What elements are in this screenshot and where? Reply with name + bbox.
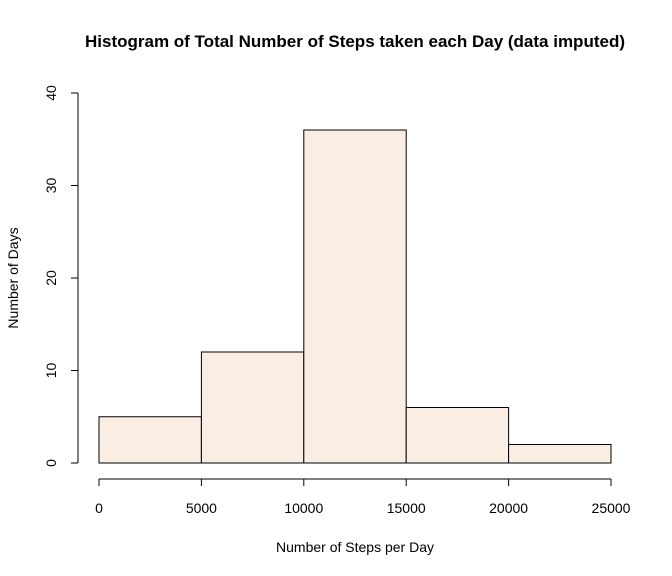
- y-tick-label: 20: [43, 270, 59, 286]
- x-tick-label: 10000: [284, 500, 323, 516]
- y-tick-label: 10: [43, 363, 59, 379]
- x-tick-label: 15000: [387, 500, 426, 516]
- x-tick-label: 0: [95, 500, 103, 516]
- y-tick-label: 30: [43, 178, 59, 194]
- x-axis-label: Number of Steps per Day: [276, 539, 434, 555]
- histogram-bar-1: [98, 416, 202, 464]
- histogram-bar-5: [508, 444, 612, 464]
- x-tick-label: 25000: [592, 500, 631, 516]
- x-tick-label: 5000: [186, 500, 217, 516]
- chart-title: Histogram of Total Number of Steps taken…: [85, 32, 625, 51]
- y-axis: 0 10 20 30 40: [43, 85, 79, 467]
- y-axis-label: Number of Days: [5, 227, 21, 328]
- histogram-bar-3: [303, 129, 407, 464]
- x-tick-label: 20000: [489, 500, 528, 516]
- bars-group: [98, 129, 612, 464]
- y-tick-label: 40: [43, 85, 59, 101]
- y-tick-label: 0: [43, 459, 59, 467]
- x-axis: 0 5000 10000 15000 20000 25000: [95, 478, 631, 516]
- histogram-bar-4: [405, 407, 510, 464]
- histogram-bar-2: [200, 351, 305, 464]
